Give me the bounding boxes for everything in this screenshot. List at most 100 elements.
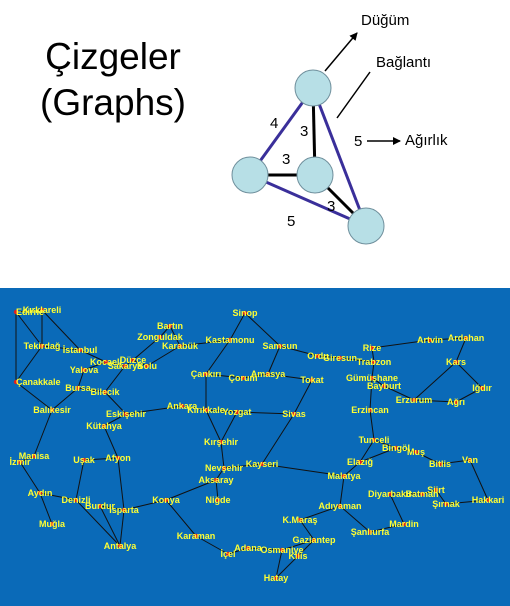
map-edge — [455, 387, 483, 403]
map-edge — [455, 361, 483, 389]
city-node — [419, 491, 425, 497]
page-title: Çizgeler (Graphs) — [28, 34, 198, 126]
city-label: Aksaray — [198, 475, 233, 485]
map-edge — [77, 369, 85, 389]
map-edge — [371, 377, 385, 387]
city-node — [203, 407, 209, 413]
weight-label-b-c: 3 — [282, 151, 290, 168]
map-edge — [99, 505, 125, 511]
city-node — [277, 343, 283, 349]
city-label: Erzincan — [351, 405, 389, 415]
city-label: Karaman — [177, 531, 216, 541]
city-node — [337, 355, 343, 361]
city-node — [227, 337, 233, 343]
city-node — [39, 307, 45, 313]
map-edge — [15, 309, 43, 313]
city-node — [341, 473, 347, 479]
city-node — [357, 459, 363, 465]
map-edge — [229, 312, 246, 341]
city-label: Iğdır — [472, 383, 492, 393]
map-edge — [195, 535, 229, 555]
city-node — [259, 461, 265, 467]
city-label: Elazığ — [347, 457, 373, 467]
city-node — [240, 375, 246, 381]
city-node — [443, 501, 449, 507]
city-label: Giresun — [323, 353, 357, 363]
map-edge — [220, 441, 225, 469]
map-edge — [299, 505, 341, 521]
map-edge — [383, 385, 415, 401]
map-edge — [105, 361, 126, 367]
city-label: Karabük — [162, 341, 199, 351]
city-label: Muş — [407, 447, 425, 457]
map-edge — [369, 409, 375, 441]
city-label: Afyon — [105, 453, 131, 463]
city-label: Denizli — [61, 495, 90, 505]
edge-annotation-label: Bağlantı — [376, 54, 431, 71]
city-node — [163, 497, 169, 503]
map-edge — [132, 336, 161, 361]
map-edge — [299, 519, 315, 541]
example-weighted-graph: 4 3 3 3 5 5 Düğüm Bağlantı Ağırlık — [231, 12, 448, 245]
city-label: Kocaeli — [90, 357, 122, 367]
weight-label-a-b: 4 — [270, 115, 278, 132]
city-node — [115, 455, 121, 461]
city-node — [245, 545, 251, 551]
city-node — [77, 347, 83, 353]
map-edge — [371, 339, 431, 349]
map-edge — [435, 489, 447, 505]
city-node — [117, 543, 123, 549]
city-label: Kırklareli — [23, 305, 62, 315]
map-edge — [281, 539, 315, 551]
map-edge — [132, 359, 148, 367]
city-label: Bingöl — [382, 443, 410, 453]
map-edge — [279, 345, 319, 357]
city-label: Edirne — [16, 307, 44, 317]
map-edge — [389, 493, 405, 525]
city-label: Bursa — [65, 383, 92, 393]
city-label: İzmir — [9, 457, 31, 467]
city-node — [49, 407, 55, 413]
map-edge — [415, 451, 441, 465]
city-label: Kastamonu — [205, 335, 254, 345]
map-edge — [469, 459, 489, 501]
city-node — [463, 335, 469, 341]
map-edge — [261, 413, 295, 465]
city-node — [73, 497, 79, 503]
city-node — [102, 389, 108, 395]
city-label: Van — [462, 455, 478, 465]
map-edge — [215, 479, 219, 501]
map-edge — [146, 345, 181, 367]
city-label: Düzce — [120, 355, 147, 365]
map-edge — [247, 547, 283, 551]
city-label: Bolu — [137, 361, 157, 371]
node-annotation-label: Düğüm — [361, 12, 409, 29]
city-label: Antalya — [104, 541, 138, 551]
city-label: Ağrı — [447, 397, 465, 407]
city-label: Muğla — [39, 519, 66, 529]
map-edge — [41, 345, 81, 351]
map-edge — [439, 459, 471, 465]
map-edge — [267, 345, 281, 375]
map-edge — [395, 447, 417, 453]
map-edge — [33, 409, 53, 457]
city-label: Şanlıurfa — [351, 527, 391, 537]
city-label: Kayseri — [246, 459, 279, 469]
map-edge — [99, 505, 121, 547]
city-label: Yozgat — [223, 407, 252, 417]
map-edge — [373, 439, 397, 449]
weight-label-a-c: 3 — [300, 123, 308, 140]
map-edge — [77, 387, 106, 393]
city-label: Hatay — [264, 573, 289, 583]
map-edge — [339, 475, 345, 507]
city-node — [177, 343, 183, 349]
city-label: K.Maraş — [282, 515, 317, 525]
city-label: Kütahya — [86, 421, 123, 431]
map-edge — [179, 339, 231, 347]
city-label: Kırıkkale — [187, 405, 225, 415]
city-node — [453, 359, 459, 365]
city-node — [39, 343, 45, 349]
map-edge — [169, 325, 181, 347]
edge-annotation-line — [336, 71, 371, 119]
city-node — [101, 423, 107, 429]
